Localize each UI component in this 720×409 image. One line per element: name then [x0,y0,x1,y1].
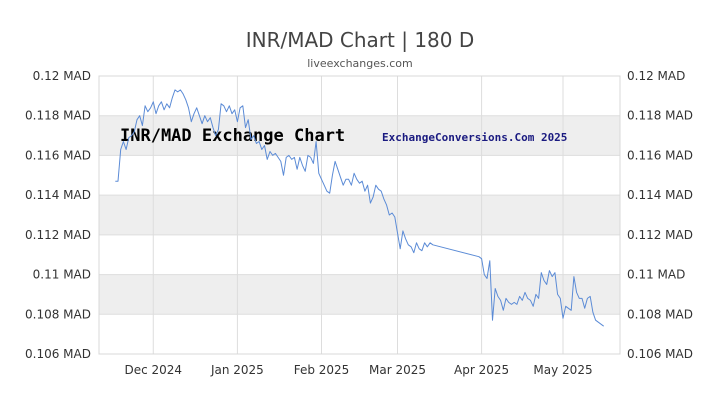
y-tick-label-left: 0.116 MAD [25,148,91,162]
x-tick-label: Jan 2025 [210,363,264,377]
y-tick-label-right: 0.114 MAD [627,188,693,202]
x-tick-label: Apr 2025 [454,363,509,377]
x-tick-label: May 2025 [533,363,592,377]
y-tick-label-right: 0.112 MAD [627,228,693,242]
y-tick-label-left: 0.114 MAD [25,188,91,202]
x-tick-label: Dec 2024 [124,363,182,377]
axis-ticks: 0.12 MAD 0.12 MAD 0.118 MAD 0.118 MAD 0.116 … [25,69,693,377]
series-group [115,89,604,327]
x-tick-label: Mar 2025 [369,363,426,377]
plot-area-frame [98,75,621,355]
y-tick-label-right: 0.106 MAD [627,347,693,361]
y-tick-label-right: 0.12 MAD [627,69,685,83]
y-tick-label-right: 0.118 MAD [627,109,693,123]
chart-bands [99,115,620,315]
y-tick-label-left: 0.118 MAD [25,109,91,123]
grid-band [99,274,620,315]
y-tick-label-left: 0.11 MAD [33,268,91,282]
chart-subtitle: liveexchanges.com [307,57,412,70]
y-tick-label-left: 0.112 MAD [25,228,91,242]
y-tick-label-left: 0.106 MAD [25,347,91,361]
y-tick-label-right: 0.108 MAD [627,307,693,321]
watermark-right: ExchangeConversions.Com 2025 [382,131,567,144]
y-tick-label-left: 0.12 MAD [33,69,91,83]
chart-grid [99,75,620,355]
y-tick-label-left: 0.108 MAD [25,307,91,321]
x-tick-label: Feb 2025 [294,363,350,377]
series-line [115,89,604,327]
grid-band [99,195,620,235]
y-tick-label-right: 0.116 MAD [627,148,693,162]
grid-band [99,115,620,156]
chart-title: INR/MAD Chart | 180 D [246,28,475,52]
watermark-left: INR/MAD Exchange Chart [120,126,345,146]
y-tick-label-right: 0.11 MAD [627,268,685,282]
